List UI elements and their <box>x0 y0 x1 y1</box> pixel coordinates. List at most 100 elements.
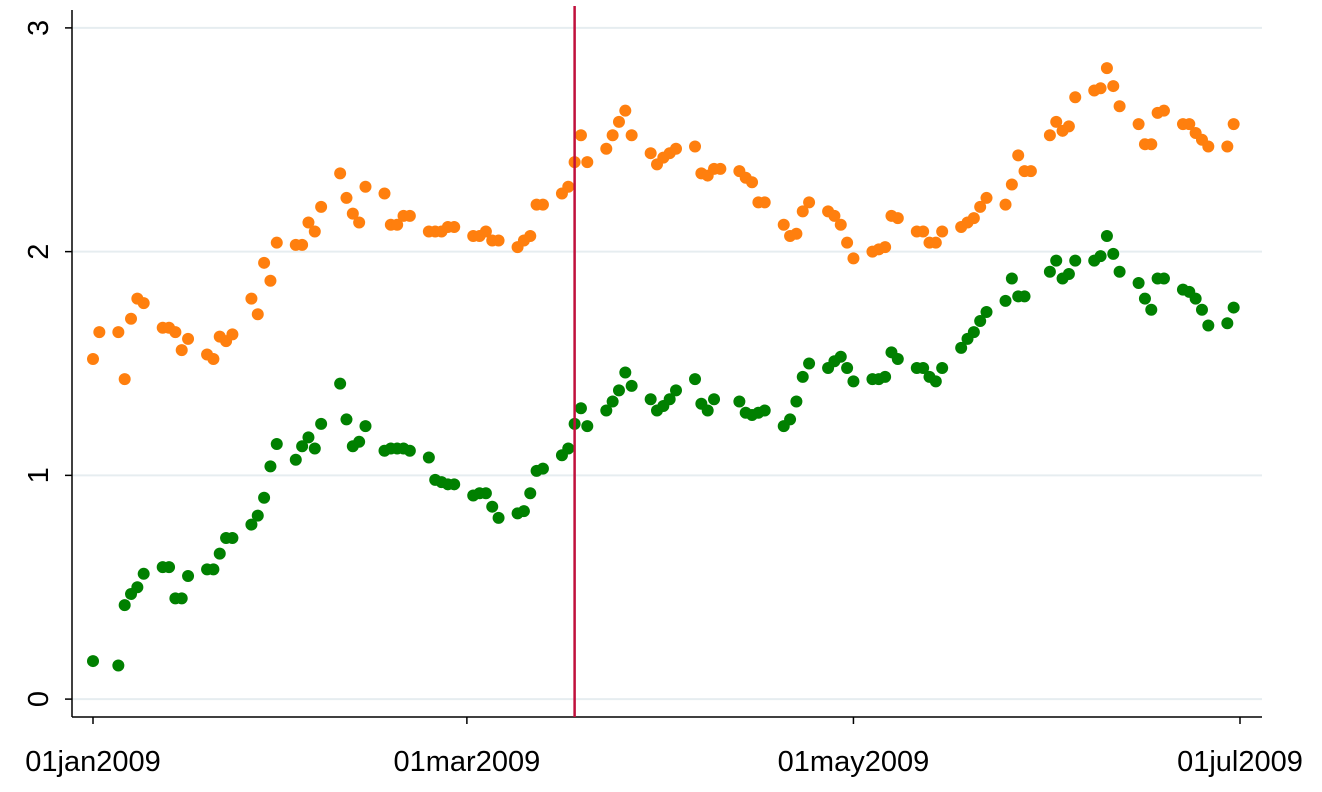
point <box>606 129 619 142</box>
point <box>790 227 803 240</box>
point <box>112 659 125 672</box>
point <box>492 511 505 524</box>
point <box>600 142 613 155</box>
point <box>562 442 575 455</box>
point <box>1069 91 1082 104</box>
y-tick-label: 1 <box>23 467 55 483</box>
x-tick-label: 01may2009 <box>778 746 930 778</box>
point <box>600 404 613 417</box>
point <box>1100 62 1113 75</box>
point <box>917 225 930 238</box>
point <box>1183 118 1196 131</box>
point <box>841 236 854 249</box>
point <box>448 221 461 234</box>
point <box>803 196 816 209</box>
point <box>1094 82 1107 95</box>
point <box>606 395 619 408</box>
point <box>847 375 860 388</box>
point <box>340 413 353 426</box>
point <box>137 567 150 580</box>
point <box>403 444 416 457</box>
point <box>315 417 328 430</box>
point <box>536 198 549 211</box>
point <box>1018 290 1031 303</box>
point <box>841 361 854 374</box>
point <box>701 404 714 417</box>
point <box>1100 229 1113 242</box>
point <box>1012 149 1025 162</box>
point <box>581 420 594 433</box>
point <box>524 487 537 500</box>
point <box>967 326 980 339</box>
point <box>689 140 702 153</box>
point <box>790 395 803 408</box>
point <box>346 207 359 220</box>
point <box>1113 100 1126 113</box>
point <box>917 361 930 374</box>
point <box>1145 303 1158 316</box>
point <box>182 332 195 345</box>
point <box>334 167 347 180</box>
point <box>1157 272 1170 285</box>
point <box>1094 250 1107 263</box>
point <box>112 326 125 339</box>
point <box>663 393 676 406</box>
point <box>125 312 138 325</box>
point <box>353 435 366 448</box>
point <box>308 225 321 238</box>
point <box>581 156 594 169</box>
point <box>796 370 809 383</box>
point <box>517 505 530 518</box>
point <box>828 209 841 222</box>
point <box>391 218 404 231</box>
point <box>175 592 188 605</box>
point <box>302 431 315 444</box>
point <box>486 500 499 513</box>
point <box>378 187 391 200</box>
point <box>270 236 283 249</box>
point <box>1062 268 1075 281</box>
point <box>308 442 321 455</box>
point <box>834 350 847 363</box>
point <box>1113 265 1126 278</box>
point <box>625 379 638 392</box>
y-tick-label: 3 <box>23 20 55 36</box>
point <box>644 147 657 160</box>
point <box>270 438 283 451</box>
point <box>929 236 942 249</box>
point <box>479 225 492 238</box>
point <box>1221 317 1234 330</box>
point <box>353 216 366 229</box>
point <box>891 353 904 366</box>
point <box>131 581 144 594</box>
point <box>562 180 575 193</box>
point <box>1202 319 1215 332</box>
point <box>1043 129 1056 142</box>
point <box>403 209 416 222</box>
point <box>207 563 220 576</box>
point <box>359 180 372 193</box>
point <box>670 142 683 155</box>
point <box>1107 247 1120 260</box>
point <box>448 478 461 491</box>
point <box>251 509 264 522</box>
point <box>879 370 892 383</box>
point <box>213 547 226 560</box>
point <box>1005 272 1018 285</box>
point <box>974 314 987 327</box>
point <box>163 561 176 574</box>
point <box>1189 292 1202 305</box>
point <box>1062 120 1075 133</box>
point <box>999 198 1012 211</box>
point <box>137 297 150 310</box>
point <box>1043 265 1056 278</box>
point <box>980 306 993 319</box>
point <box>258 491 271 504</box>
point <box>87 655 99 668</box>
point <box>169 326 182 339</box>
point <box>689 373 702 386</box>
point <box>746 176 759 189</box>
point <box>714 162 727 175</box>
point <box>93 326 106 339</box>
point <box>784 413 797 426</box>
